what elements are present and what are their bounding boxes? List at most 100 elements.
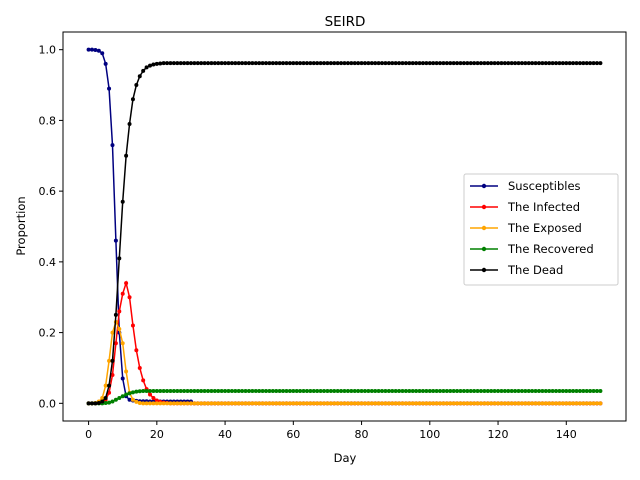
data-point [588, 388, 593, 393]
data-point [513, 61, 518, 66]
data-point [134, 83, 139, 88]
data-point [485, 388, 490, 393]
data-point [441, 61, 446, 66]
data-point [519, 388, 524, 393]
data-point [598, 401, 603, 406]
data-point [233, 61, 238, 66]
data-point [434, 388, 439, 393]
data-point [192, 401, 197, 406]
data-point [461, 401, 466, 406]
data-point [427, 61, 432, 66]
data-point [513, 401, 518, 406]
data-point [318, 401, 323, 406]
data-point [485, 61, 490, 66]
data-point [352, 388, 357, 393]
data-point [308, 61, 313, 66]
data-point [287, 401, 292, 406]
data-point [130, 397, 135, 402]
data-point [226, 401, 231, 406]
data-point [475, 61, 480, 66]
data-point [154, 61, 159, 66]
data-point [506, 61, 511, 66]
data-point [376, 401, 381, 406]
data-point [154, 401, 159, 406]
data-point [298, 61, 303, 66]
data-point [448, 61, 453, 66]
data-point [550, 388, 555, 393]
data-point [448, 388, 453, 393]
data-point [141, 401, 146, 406]
data-point [171, 61, 176, 66]
x-tick-label: 0 [85, 428, 92, 441]
data-point [301, 401, 306, 406]
series-the-exposed [86, 319, 603, 406]
data-point [141, 388, 146, 393]
data-point [475, 388, 480, 393]
data-point [373, 401, 378, 406]
data-point [100, 399, 105, 404]
data-point [144, 401, 149, 406]
data-point [407, 61, 412, 66]
data-point [492, 388, 497, 393]
x-tick-label: 80 [355, 428, 369, 441]
data-point [489, 61, 494, 66]
legend-swatch-marker [481, 225, 487, 231]
data-point [482, 61, 487, 66]
legend-swatch-marker [481, 204, 487, 210]
data-point [212, 388, 217, 393]
data-point [530, 388, 535, 393]
data-point [390, 61, 395, 66]
y-tick-label: 0.2 [39, 327, 57, 340]
data-point [380, 61, 385, 66]
data-point [332, 388, 337, 393]
data-point [550, 61, 555, 66]
data-point [229, 61, 234, 66]
data-point [567, 401, 572, 406]
data-point [468, 388, 473, 393]
data-point [424, 401, 429, 406]
data-point [250, 388, 255, 393]
data-point [444, 61, 449, 66]
data-point [322, 61, 327, 66]
data-point [455, 61, 460, 66]
data-point [124, 153, 129, 158]
data-point [270, 401, 275, 406]
data-point [581, 388, 586, 393]
data-point [113, 238, 118, 243]
data-point [526, 388, 531, 393]
data-point [93, 48, 98, 53]
data-point [332, 61, 337, 66]
data-point [154, 398, 159, 403]
data-point [206, 388, 211, 393]
data-point [523, 401, 528, 406]
data-point [171, 388, 176, 393]
data-point [216, 61, 221, 66]
data-point [393, 61, 398, 66]
data-point [243, 401, 248, 406]
data-point [427, 401, 432, 406]
data-point [110, 399, 115, 404]
data-point [554, 61, 559, 66]
data-point [229, 401, 234, 406]
x-tick-label: 60 [286, 428, 300, 441]
data-point [540, 401, 545, 406]
data-point [414, 61, 419, 66]
data-point [253, 401, 258, 406]
x-tick-label: 20 [150, 428, 164, 441]
data-point [281, 388, 286, 393]
data-point [595, 61, 599, 66]
data-point [557, 388, 562, 393]
data-point [591, 61, 596, 66]
data-point [175, 61, 180, 66]
data-point [448, 401, 453, 406]
data-point [86, 401, 91, 406]
data-point [564, 61, 569, 66]
data-point [438, 401, 443, 406]
data-point [264, 388, 269, 393]
data-point [581, 401, 586, 406]
data-point [465, 388, 470, 393]
data-point [185, 61, 190, 66]
data-point [417, 61, 422, 66]
data-point [369, 61, 374, 66]
data-point [366, 388, 371, 393]
